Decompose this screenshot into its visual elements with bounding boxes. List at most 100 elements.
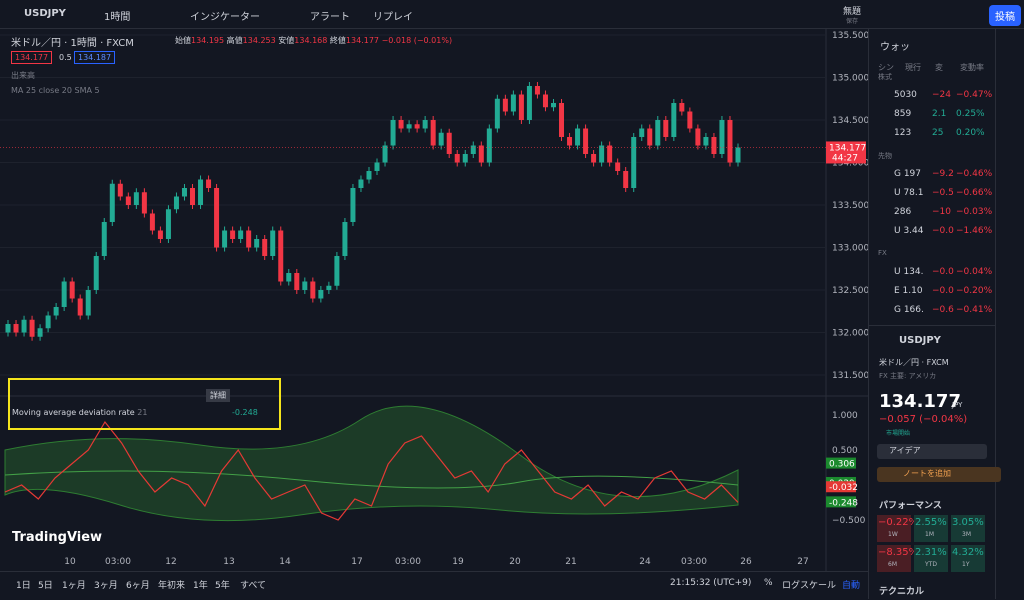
candle: [703, 137, 709, 146]
candle: [438, 132, 444, 146]
perf-cell: [877, 515, 911, 542]
candle: [575, 128, 581, 146]
log[interactable]: ログスケール: [782, 581, 837, 591]
clock: 21:15:32 (UTC+9): [670, 578, 752, 588]
value-box: [826, 457, 856, 469]
candle: [37, 328, 43, 337]
l: 134.168: [294, 36, 328, 45]
candle: [382, 145, 388, 163]
d-symbol: USDJPY: [899, 335, 941, 346]
wl-pct: −0.46%: [956, 169, 993, 179]
candle: [647, 128, 653, 146]
buy[interactable]: 134.187: [74, 51, 116, 64]
deviation-line: [4, 420, 739, 521]
candle: [69, 281, 75, 299]
technical: テクニカル: [879, 587, 925, 597]
wl-col: 現行: [905, 63, 921, 72]
candle: [238, 230, 244, 239]
candle: [157, 230, 163, 239]
candle: [591, 154, 597, 163]
wl-sym: G 166.: [894, 305, 924, 315]
candle: [278, 230, 284, 282]
x-tick-label: 20: [509, 557, 521, 567]
ideas[interactable]: アイデア: [877, 444, 987, 459]
candle: [45, 315, 51, 329]
candle: [77, 298, 83, 316]
ind-title: Moving average deviation rate: [12, 408, 135, 417]
candle: [141, 192, 147, 214]
d-type: FX 主要: アメリカ: [879, 372, 937, 380]
candle: [318, 290, 324, 299]
candle: [101, 222, 107, 256]
perf-period: 6M: [888, 561, 897, 568]
toolbar: [0, 0, 1024, 29]
sidebar: [868, 29, 996, 599]
candle: [149, 213, 155, 231]
perf-value: −0.22%: [878, 517, 919, 528]
candle: [663, 120, 669, 137]
indicators[interactable]: インジケーター: [190, 12, 260, 23]
candle: [727, 120, 733, 163]
candle: [286, 273, 292, 282]
candle: [254, 239, 260, 248]
candle: [567, 137, 573, 146]
perf-value: −8.35%: [878, 547, 919, 558]
percent[interactable]: %: [764, 578, 773, 588]
publish[interactable]: 投稿: [989, 5, 1021, 26]
candle: [117, 183, 123, 197]
candle: [173, 196, 179, 210]
candle: [502, 98, 508, 112]
symbol[interactable]: USDJPY: [24, 8, 66, 19]
candle: [631, 137, 637, 188]
candle: [181, 188, 187, 197]
alert[interactable]: アラート: [310, 12, 350, 23]
sell[interactable]: 134.177: [11, 51, 53, 64]
candle: [133, 192, 139, 205]
candle: [326, 285, 332, 290]
candle: [478, 145, 484, 163]
candle: [334, 256, 340, 286]
y-tick-label: 135.500: [832, 31, 868, 41]
wl-col: 変動率: [960, 63, 984, 72]
candle: [414, 124, 420, 129]
h-label: 高値: [226, 36, 243, 45]
x-tick-label: 19: [452, 557, 464, 567]
candle: [735, 147, 741, 163]
chg: −0.018 (−0.01%): [381, 36, 453, 45]
volume: 出来高: [11, 71, 35, 80]
wl-sym: 5030: [894, 90, 917, 100]
perf-cell: [951, 545, 985, 572]
x-tick-label: 14: [279, 557, 291, 567]
candle: [342, 222, 348, 256]
x-tick-label: 03:00: [105, 557, 131, 567]
y-tick-label: 131.500: [832, 371, 868, 381]
add-note[interactable]: ノートを追加: [877, 467, 1001, 482]
last-price-box: [826, 141, 866, 164]
candle: [623, 171, 629, 188]
candle: [61, 281, 67, 307]
h: 134.253: [242, 36, 276, 45]
candle: [542, 94, 548, 108]
x-tick-label: 26: [740, 557, 752, 567]
range: 6ヶ月: [126, 581, 150, 591]
range: 年初来: [158, 581, 186, 591]
candle: [406, 124, 412, 129]
bottom-bar: [0, 571, 868, 600]
replay[interactable]: リプレイ: [373, 12, 413, 23]
layout-name[interactable]: 無題: [843, 7, 862, 17]
wl-sym: 286: [894, 207, 912, 217]
candle: [430, 120, 436, 146]
legend-title: 米ドル／円 · 1時間 · FXCM: [11, 38, 134, 49]
perf-value: 4.32%: [952, 547, 984, 558]
y-tick-label: 133.000: [832, 244, 868, 254]
candle: [510, 94, 516, 112]
perf-value: 3.05%: [952, 517, 984, 528]
auto[interactable]: 自動: [842, 581, 861, 591]
wl-pct: −0.03%: [956, 207, 993, 217]
perf-title: パフォーマンス: [879, 501, 942, 511]
wl-col: 変: [935, 63, 943, 72]
interval[interactable]: 1時間: [104, 12, 131, 23]
range: 1日: [16, 581, 31, 591]
x-tick-label: 12: [165, 557, 176, 567]
icon-bar: [995, 29, 1024, 599]
